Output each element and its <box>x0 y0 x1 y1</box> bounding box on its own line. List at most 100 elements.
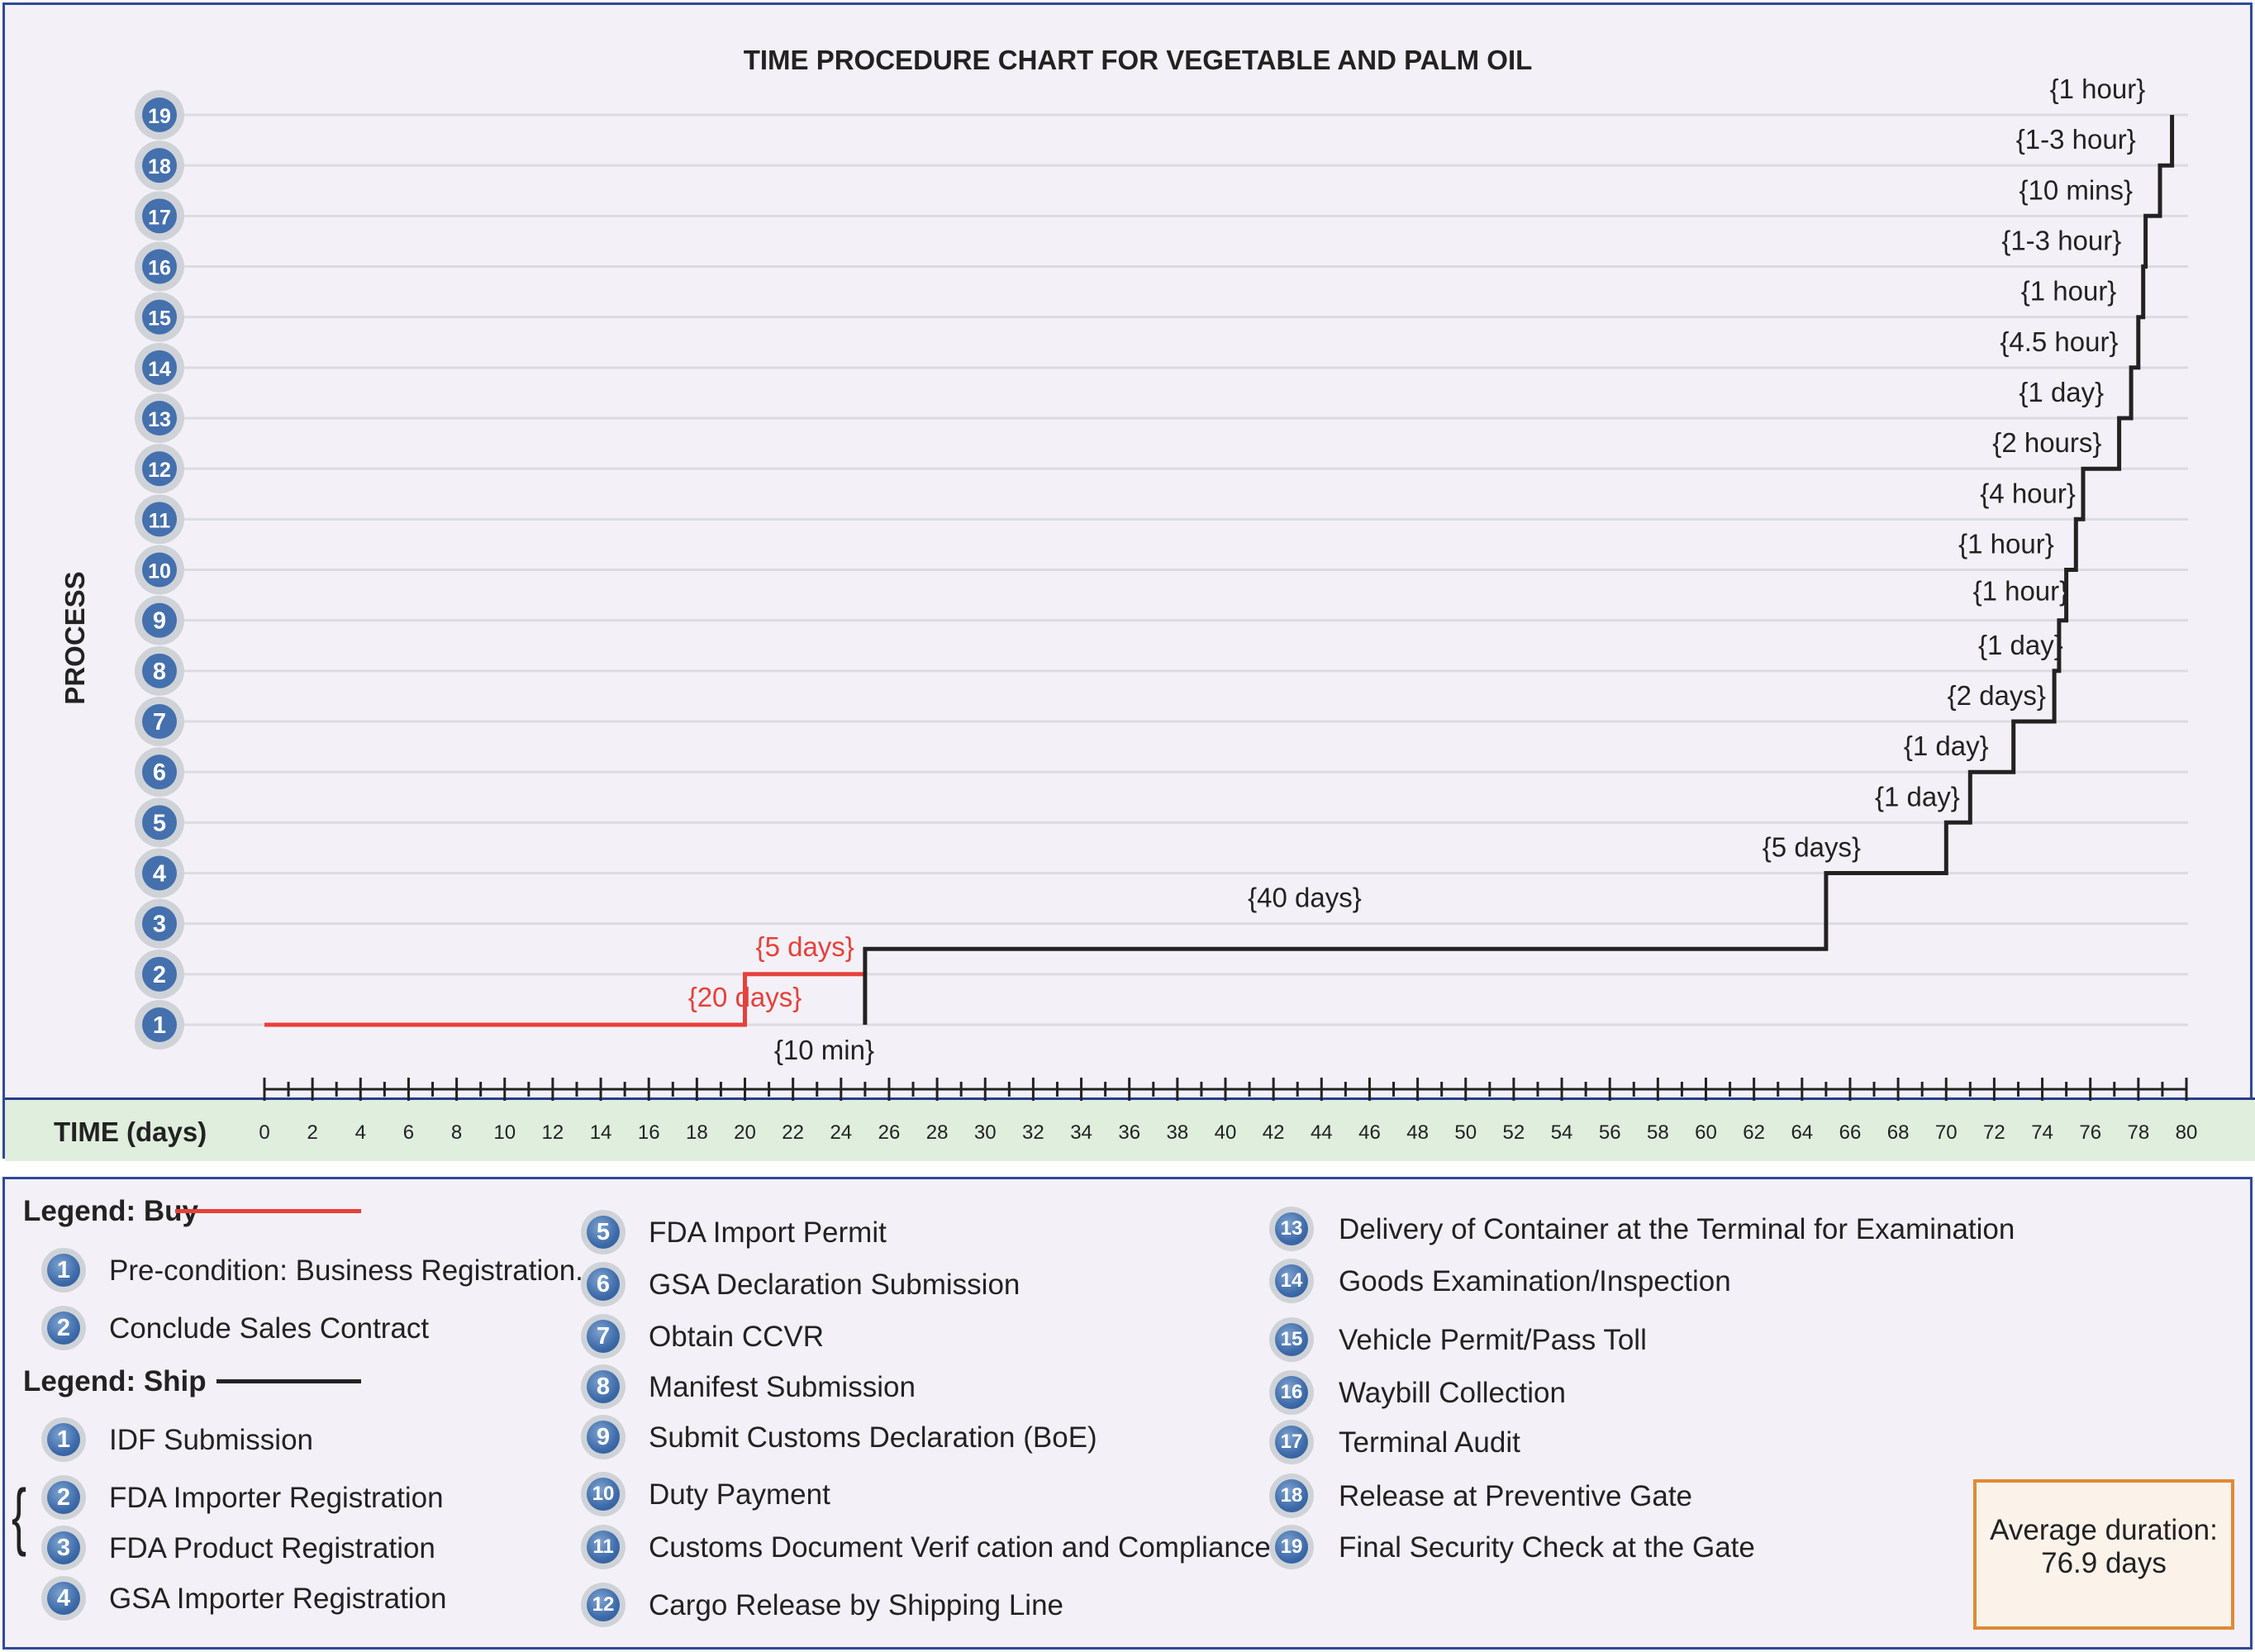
y-tick-badge <box>142 451 177 487</box>
legend-badge: 1 <box>41 1248 86 1293</box>
legend-badge-number: 5 <box>587 1216 620 1249</box>
y-tick-label: 14 <box>148 358 171 381</box>
legend-badge: 3 <box>41 1526 86 1570</box>
legend-badge-number: 9 <box>587 1421 620 1454</box>
x-tick-label: 60 <box>1695 1121 1717 1144</box>
legend-buy-title: Legend: Buy <box>23 1195 198 1227</box>
duration-annotation: {1-3 hour} <box>2001 226 2121 256</box>
legend-badge: 2 <box>41 1306 86 1350</box>
time-axis-band <box>5 1097 2255 1161</box>
duration-annotation: {4.5 hour} <box>2000 326 2118 357</box>
x-tick-label: 16 <box>638 1121 660 1144</box>
average-duration-label: Average duration: <box>1990 1514 2218 1546</box>
legend-badge: 6 <box>581 1262 626 1307</box>
chart-panel <box>2 2 2255 1161</box>
y-tick-label: 15 <box>148 307 171 331</box>
y-tick-badge <box>142 299 177 335</box>
x-tick-label: 66 <box>1839 1121 1862 1144</box>
x-tick-label: 52 <box>1503 1121 1525 1144</box>
y-tick-label: 2 <box>153 962 166 988</box>
duration-annotation: {1 hour} <box>1973 576 2069 607</box>
y-tick-badge <box>142 906 177 941</box>
legend-badge: 9 <box>581 1415 626 1459</box>
duration-annotation: {1 hour} <box>2050 74 2146 104</box>
legend-ship-item: Release at Preventive Gate <box>1339 1480 1693 1512</box>
y-tick-label: 13 <box>148 408 171 431</box>
legend-ship-item: Customs Document Verif cation and Compli… <box>649 1531 1271 1564</box>
legend-ship-item: Delivery of Container at the Terminal fo… <box>1339 1213 2015 1245</box>
legend-badge: 19 <box>1269 1525 1314 1569</box>
legend-buy-item: Conclude Sales Contract <box>109 1312 430 1345</box>
legend-ship-item: GSA Importer Registration <box>109 1583 447 1615</box>
x-tick-label: 56 <box>1599 1121 1621 1144</box>
x-tick-label: 2 <box>307 1121 317 1144</box>
x-tick-label: 0 <box>259 1121 269 1144</box>
x-tick-label: 24 <box>830 1121 852 1144</box>
legend-badge-number: 10 <box>587 1478 620 1511</box>
y-tick-badge <box>142 401 177 436</box>
duration-annotation: {1-3 hour} <box>2016 124 2136 155</box>
x-tick-label: 18 <box>686 1121 708 1144</box>
y-tick-label: 5 <box>153 810 166 836</box>
duration-annotation: {20 days} <box>688 982 802 1012</box>
x-tick-label: 44 <box>1311 1121 1333 1144</box>
x-tick-label: 50 <box>1454 1121 1477 1144</box>
legend-ship-item: FDA Importer Registration <box>109 1482 444 1514</box>
y-tick-badge <box>142 956 177 992</box>
legend-ship-item: Duty Payment <box>649 1478 830 1511</box>
duration-annotation: {2 days} <box>1948 680 2046 711</box>
y-tick-label: 19 <box>148 105 171 128</box>
x-tick-label: 14 <box>590 1121 612 1144</box>
legend-badge-number: 2 <box>47 1312 80 1345</box>
x-tick-label: 30 <box>974 1121 997 1144</box>
legend-badge: 8 <box>581 1364 626 1409</box>
duration-annotation: {2 hours} <box>1992 427 2101 458</box>
duration-annotation: {4 hour} <box>1980 478 2076 508</box>
procedure-chart: TIME PROCEDURE CHART FOR VEGETABLE AND P… <box>54 45 2197 1147</box>
y-tick-badge <box>142 755 177 790</box>
legend-badge-number: 14 <box>1275 1264 1308 1297</box>
legend-ship-item: FDA Import Permit <box>649 1216 887 1249</box>
y-tick-badge <box>142 249 177 284</box>
x-tick-label: 48 <box>1406 1121 1429 1144</box>
duration-annotation: {5 days} <box>756 931 854 962</box>
y-tick-label: 17 <box>148 206 171 229</box>
legend-badge: 15 <box>1269 1317 1314 1362</box>
y-tick-badge <box>142 602 177 638</box>
y-tick-badge <box>142 148 177 183</box>
duration-annotation: {10 mins} <box>2019 174 2133 205</box>
duration-annotation: {1 day} <box>1875 781 1960 812</box>
legend-badge-number: 1 <box>47 1254 80 1287</box>
legend-badge-number: 8 <box>587 1370 620 1403</box>
x-tick-label: 34 <box>1070 1121 1092 1144</box>
x-tick-label: 42 <box>1263 1121 1285 1144</box>
legend-badge: 7 <box>581 1314 626 1359</box>
x-tick-label: 8 <box>451 1121 462 1144</box>
legend-ship-item: Cargo Release by Shipping Line <box>649 1589 1063 1621</box>
legend-badge-number: 13 <box>1275 1212 1308 1245</box>
legend-ship-item: IDF Submission <box>109 1424 314 1456</box>
x-tick-label: 4 <box>355 1121 366 1144</box>
x-tick-label: 38 <box>1166 1121 1188 1144</box>
x-tick-label: 76 <box>2079 1121 2101 1144</box>
x-tick-label: 68 <box>1887 1121 1910 1144</box>
legend-buy-item: Pre-condition: Business Registration. <box>109 1254 583 1287</box>
legend-badge: 12 <box>581 1583 626 1627</box>
legend-badge-number: 1 <box>47 1423 80 1456</box>
x-tick-label: 32 <box>1022 1121 1044 1144</box>
legend-badge: 11 <box>581 1525 626 1569</box>
x-tick-label: 54 <box>1551 1121 1573 1144</box>
duration-annotation: {10 min} <box>774 1035 874 1065</box>
x-tick-label: 28 <box>926 1121 949 1144</box>
y-tick-label: 7 <box>153 709 166 736</box>
legend-ship-swatch <box>216 1379 361 1383</box>
legend-badge: 10 <box>581 1472 626 1516</box>
legend-ship-item: Submit Customs Declaration (BoE) <box>649 1421 1097 1454</box>
x-tick-label: 64 <box>1791 1121 1813 1144</box>
x-tick-label: 6 <box>403 1121 414 1144</box>
legend-badge-number: 7 <box>587 1320 620 1353</box>
y-tick-label: 1 <box>153 1012 166 1039</box>
legend-badge-number: 2 <box>47 1481 80 1514</box>
y-tick-label: 3 <box>153 912 166 938</box>
average-duration-box: Average duration: 76.9 days <box>1973 1479 2234 1630</box>
